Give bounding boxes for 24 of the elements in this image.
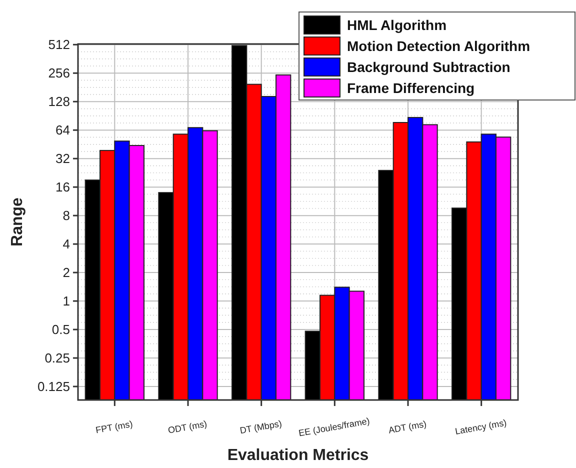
x-axis-title: Evaluation Metrics — [227, 447, 369, 464]
legend-label: Frame Differencing — [347, 80, 475, 96]
legend-label: Motion Detection Algorithm — [347, 38, 530, 54]
y-tick-label: 16 — [56, 180, 70, 195]
x-tick-label: FPT (ms) — [94, 418, 134, 436]
y-tick-label: 64 — [56, 122, 70, 138]
x-tick-label: Latency (ms) — [454, 418, 508, 436]
y-tick-label: 1 — [62, 294, 70, 309]
x-tick-label: DT (Mbps) — [239, 418, 283, 436]
legend-label: HML Algorithm — [347, 16, 447, 33]
y-tick-label: 0.125 — [37, 379, 70, 394]
x-tick-label: ADT (ms) — [388, 418, 428, 436]
x-tick-label: ODT (ms) — [167, 418, 208, 436]
y-tick-label: 8 — [62, 208, 70, 224]
legend-label: Background Subtraction — [347, 58, 510, 75]
y-tick-label: 32 — [56, 151, 70, 166]
y-tick-label: 128 — [48, 94, 70, 110]
y-tick-label: 256 — [48, 66, 70, 81]
y-tick-label: 4 — [62, 236, 70, 252]
y-tick-label: 0.25 — [44, 350, 70, 366]
y-tick-label: 2 — [62, 265, 70, 280]
y-tick-label: 0.5 — [52, 322, 70, 338]
y-axis-title: Range — [9, 197, 26, 246]
y-tick-label: 512 — [48, 37, 70, 52]
